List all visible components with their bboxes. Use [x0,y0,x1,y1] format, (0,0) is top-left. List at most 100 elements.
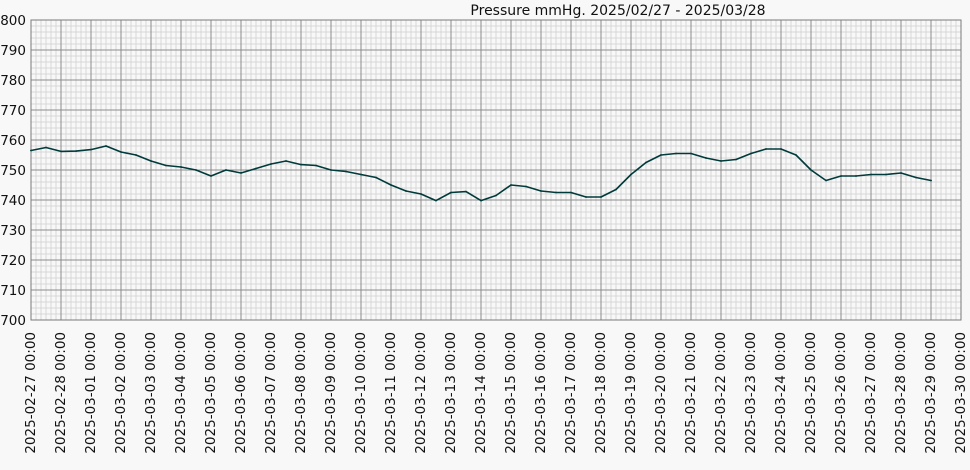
x-axis-tick-label: 2025-03-06 00:00 [233,332,249,454]
x-axis-tick-label: 2025-03-08 00:00 [293,332,309,454]
y-axis-tick-label: 800 [0,13,26,29]
series-point [300,163,302,166]
series-point [600,196,602,198]
series-point [900,172,902,174]
y-axis-tick-label: 780 [0,73,26,89]
series-point [210,175,212,177]
series-point [930,179,932,182]
series-point [75,150,77,153]
x-axis-labels: 2025-02-27 00:00 2025-02-28 00:00 2025-03-… [23,332,969,454]
series-point [375,176,377,179]
series-point [570,191,572,194]
y-axis-tick-label: 730 [0,223,26,239]
series-point [195,169,197,171]
y-axis-labels: 700 710 720 730 740 750 760 770 780 790 800 [0,13,26,329]
x-axis-tick-label: 2025-03-18 00:00 [593,332,609,454]
series-point [90,148,92,151]
series-point [150,160,152,162]
series-point [360,173,362,176]
x-axis-tick-label: 2025-03-21 00:00 [683,332,699,454]
series-point [135,154,137,156]
x-axis-tick-label: 2025-03-24 00:00 [773,332,789,454]
series-point [465,190,467,193]
series-point [615,188,617,191]
series-point [480,199,482,202]
x-axis-tick-label: 2025-03-23 00:00 [743,332,759,454]
plot-frame [30,19,962,321]
series-point [180,166,182,168]
series-point [915,176,917,179]
series-point [675,152,677,155]
x-axis-tick-label: 2025-03-16 00:00 [533,332,549,454]
series-point [630,173,632,176]
series-point [585,196,587,198]
series-point [750,152,752,155]
series-point [690,152,692,155]
x-axis-tick-label: 2025-03-15 00:00 [503,332,519,454]
series-point [225,169,227,171]
series-point [885,173,887,176]
series-point [165,164,167,167]
x-axis-tick-label: 2025-03-12 00:00 [413,332,429,454]
y-axis-tick-label: 700 [0,313,26,329]
series-point [855,175,857,177]
series-point [645,161,647,164]
series-point [795,154,797,156]
x-axis-tick-label: 2025-03-17 00:00 [563,332,579,454]
series-point [420,193,422,195]
y-axis-tick-label: 790 [0,43,26,59]
series-point [450,191,452,194]
series-point [285,160,287,162]
series-point [255,167,257,170]
series-point [240,172,242,174]
y-axis-tick-label: 710 [0,283,26,299]
x-axis-tick-label: 2025-03-11 00:00 [383,332,399,454]
series-point [525,185,527,188]
x-axis-tick-label: 2025-03-09 00:00 [323,332,339,454]
x-axis-tick-label: 2025-03-20 00:00 [653,332,669,454]
series-point [435,199,437,202]
series-point [555,191,557,194]
x-axis-tick-label: 2025-03-02 00:00 [113,332,129,454]
series-points [30,145,932,202]
series-point [405,190,407,192]
series-point [105,145,107,147]
x-axis-tick-label: 2025-03-25 00:00 [803,332,819,454]
x-axis-tick-label: 2025-03-05 00:00 [203,332,219,454]
x-axis-tick-label: 2025-03-22 00:00 [713,332,729,454]
x-axis-tick-label: 2025-02-27 00:00 [23,332,39,454]
series-point [330,169,332,171]
x-axis-tick-label: 2025-03-01 00:00 [83,332,99,454]
x-axis-tick-label: 2025-03-14 00:00 [473,332,489,454]
series-point [840,175,842,177]
x-axis-tick-label: 2025-03-13 00:00 [443,332,459,454]
x-axis-tick-label: 2025-03-19 00:00 [623,332,639,454]
y-axis-tick-label: 750 [0,163,26,179]
x-axis-tick-label: 2025-03-27 00:00 [863,332,879,454]
x-axis-tick-label: 2025-03-30 00:00 [953,332,969,454]
x-axis-tick-label: 2025-02-28 00:00 [53,332,69,454]
series-point [60,150,62,153]
series-point [870,173,872,176]
series-point [765,148,767,150]
y-axis-tick-label: 720 [0,253,26,269]
y-axis-tick-label: 770 [0,103,26,119]
y-axis-tick-label: 740 [0,193,26,209]
x-axis-tick-label: 2025-03-03 00:00 [143,332,159,454]
series-point [345,170,347,173]
x-axis-tick-label: 2025-03-28 00:00 [893,332,909,454]
series-point [705,157,707,159]
series-point [120,151,122,153]
series-point [510,184,512,186]
series-point [270,163,272,165]
series-point [495,194,497,197]
series-point [825,179,827,182]
series-point [810,169,812,171]
series-point [660,154,662,156]
x-axis-tick-label: 2025-03-07 00:00 [263,332,279,454]
series-point [780,148,782,150]
series-point [390,184,392,186]
